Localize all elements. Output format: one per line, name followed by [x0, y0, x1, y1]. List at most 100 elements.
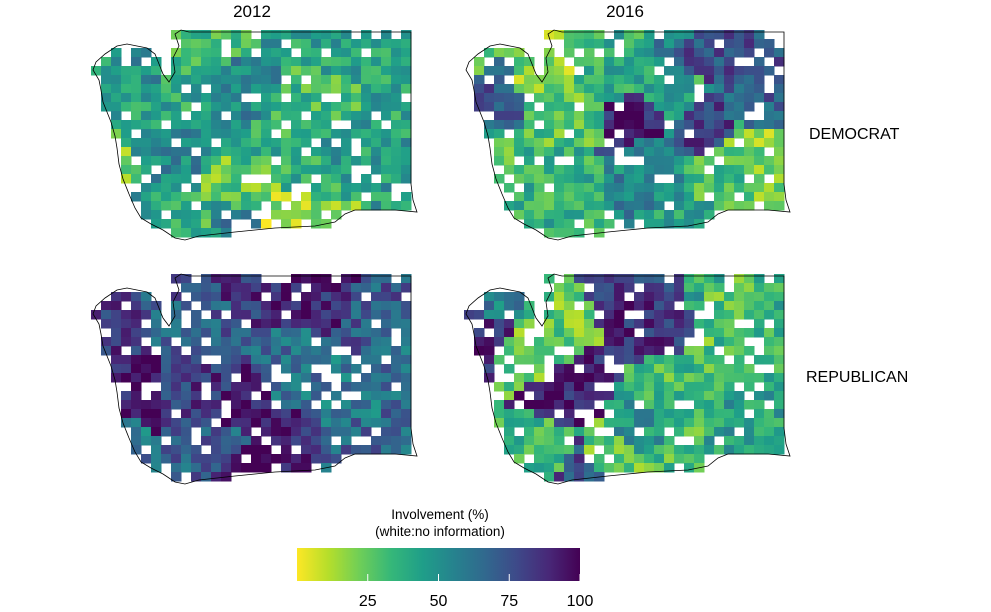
precinct-cell — [281, 66, 292, 76]
precinct-cell — [261, 427, 272, 437]
precinct-cell — [604, 201, 615, 211]
precinct-cell — [704, 418, 715, 428]
precinct-cell — [574, 129, 585, 139]
precinct-cell — [161, 337, 172, 347]
precinct-cell — [171, 66, 182, 76]
precinct-cell — [594, 183, 605, 193]
precinct-cell — [211, 472, 222, 482]
precinct-cell — [201, 147, 212, 157]
precinct-cell — [484, 364, 495, 374]
precinct-cell — [211, 337, 222, 347]
precinct-cell — [401, 283, 412, 293]
precinct-cell — [724, 337, 735, 347]
precinct-cell — [624, 75, 635, 85]
precinct-cell — [514, 129, 525, 139]
precinct-cell — [401, 48, 412, 58]
precinct-cell — [594, 364, 605, 374]
precinct-cell — [674, 391, 685, 401]
precinct-cell — [604, 93, 615, 103]
precinct-cell — [524, 463, 535, 473]
precinct-cell — [774, 391, 785, 401]
precinct-cell — [574, 210, 585, 220]
precinct-cell — [684, 192, 695, 202]
precinct-cell — [754, 57, 765, 67]
precinct-cell — [201, 111, 212, 121]
precinct-cell — [231, 364, 242, 374]
precinct-cell — [351, 418, 362, 428]
precinct-cell — [121, 328, 132, 338]
precinct-cell — [494, 301, 505, 311]
precinct-cell — [371, 75, 382, 85]
precinct-cell — [121, 400, 132, 410]
precinct-cell — [674, 192, 685, 202]
precinct-cell — [584, 39, 595, 49]
precinct-cell — [251, 102, 262, 112]
precinct-cell — [171, 30, 182, 40]
precinct-cell — [181, 129, 192, 139]
precinct-cell — [261, 373, 272, 383]
precinct-cell — [201, 364, 212, 374]
precinct-cell — [161, 400, 172, 410]
precinct-cell — [361, 373, 372, 383]
precinct-cell — [391, 346, 402, 356]
precinct-cell — [381, 201, 392, 211]
precinct-cell — [754, 328, 765, 338]
precinct-cell — [704, 391, 715, 401]
precinct-cell — [371, 418, 382, 428]
precinct-cell — [321, 409, 332, 419]
precinct-cell — [514, 301, 525, 311]
precinct-cell — [291, 364, 302, 374]
precinct-cell — [544, 472, 555, 482]
precinct-cell — [301, 201, 312, 211]
precinct-cell — [321, 355, 332, 365]
precinct-cell — [494, 418, 505, 428]
precinct-cell — [101, 66, 112, 76]
precinct-cell — [614, 373, 625, 383]
precinct-cell — [391, 418, 402, 428]
precinct-cell — [574, 418, 585, 428]
precinct-cell — [271, 192, 282, 202]
precinct-cell — [524, 301, 535, 311]
precinct-cell — [191, 75, 202, 85]
precinct-cell — [724, 382, 735, 392]
precinct-cell — [211, 120, 222, 130]
precinct-cell — [141, 346, 152, 356]
precinct-cell — [664, 93, 675, 103]
precinct-cell — [231, 174, 242, 184]
precinct-cell — [594, 328, 605, 338]
precinct-cell — [594, 355, 605, 365]
precinct-cell — [191, 165, 202, 175]
precinct-cell — [574, 310, 585, 320]
precinct-cell — [674, 147, 685, 157]
precinct-cell — [524, 111, 535, 121]
precinct-cell — [371, 364, 382, 374]
precinct-cell — [241, 436, 252, 446]
precinct-cell — [251, 147, 262, 157]
precinct-cell — [564, 319, 575, 329]
precinct-cell — [371, 346, 382, 356]
precinct-cell — [291, 66, 302, 76]
precinct-cell — [191, 192, 202, 202]
precinct-cell — [774, 274, 785, 284]
precinct-cell — [624, 102, 635, 112]
precinct-cell — [251, 192, 262, 202]
precinct-cell — [301, 328, 312, 338]
precinct-cell — [674, 427, 685, 437]
precinct-cell — [514, 409, 525, 419]
precinct-cell — [361, 400, 372, 410]
precinct-cell — [381, 48, 392, 58]
precinct-cell — [361, 274, 372, 284]
precinct-cell — [161, 111, 172, 121]
precinct-cell — [554, 373, 565, 383]
precinct-cell — [714, 174, 725, 184]
precinct-cell — [211, 192, 222, 202]
precinct-cell — [241, 355, 252, 365]
precinct-cell — [181, 283, 192, 293]
precinct-cell — [654, 346, 665, 356]
precinct-cell — [614, 400, 625, 410]
precinct-cell — [714, 138, 725, 148]
precinct-cell — [181, 210, 192, 220]
precinct-cell — [281, 147, 292, 157]
precinct-cell — [161, 201, 172, 211]
precinct-cell — [574, 355, 585, 365]
